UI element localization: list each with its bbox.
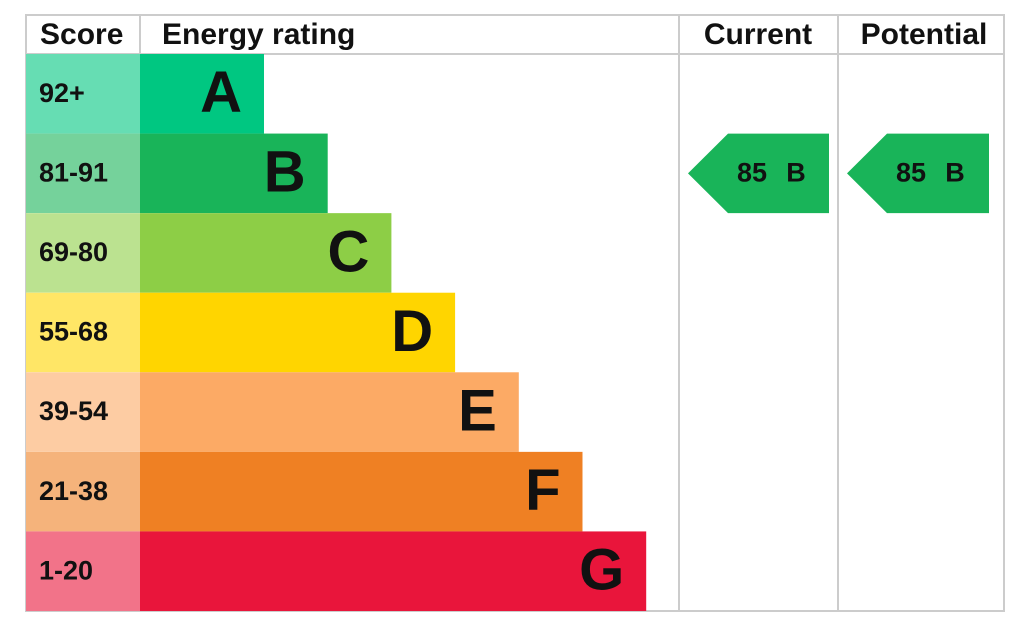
score-range: 39-54 <box>39 396 108 426</box>
score-cell <box>26 372 140 452</box>
header-potential: Potential <box>861 18 988 51</box>
rating-bar <box>140 213 392 293</box>
arrow-score: 85 <box>896 157 926 187</box>
score-range: 69-80 <box>39 237 108 267</box>
score-range: 1-20 <box>39 555 93 585</box>
rating-letter: G <box>579 538 624 603</box>
rating-bar <box>140 292 456 373</box>
score-cell <box>26 292 140 373</box>
score-cell <box>26 213 140 293</box>
rating-letter: C <box>328 219 370 284</box>
rating-letter: F <box>525 458 560 523</box>
arrow-score: 85 <box>737 157 767 187</box>
rating-arrow <box>688 133 829 214</box>
header-current: Current <box>704 18 812 51</box>
score-cell <box>26 531 140 611</box>
score-cell <box>26 54 140 134</box>
header-energy-rating: Energy rating <box>162 18 355 51</box>
score-range: 92+ <box>39 78 85 108</box>
arrow-rating: B <box>786 157 806 187</box>
score-cell <box>26 133 140 214</box>
rating-bar <box>140 54 264 134</box>
rating-letter: E <box>458 378 497 443</box>
rating-letter: A <box>200 60 242 125</box>
arrow-rating: B <box>945 157 965 187</box>
score-range: 21-38 <box>39 476 108 506</box>
rating-letter: B <box>264 140 306 205</box>
score-range: 55-68 <box>39 317 108 347</box>
rating-bar <box>140 133 328 214</box>
score-cell <box>26 451 140 532</box>
rating-bar <box>140 451 583 532</box>
rating-bar <box>140 372 519 452</box>
header-score: Score <box>40 18 123 51</box>
rating-arrow <box>847 133 989 214</box>
score-range: 81-91 <box>39 157 108 187</box>
rating-bar <box>140 531 647 611</box>
rating-letter: D <box>391 299 433 364</box>
